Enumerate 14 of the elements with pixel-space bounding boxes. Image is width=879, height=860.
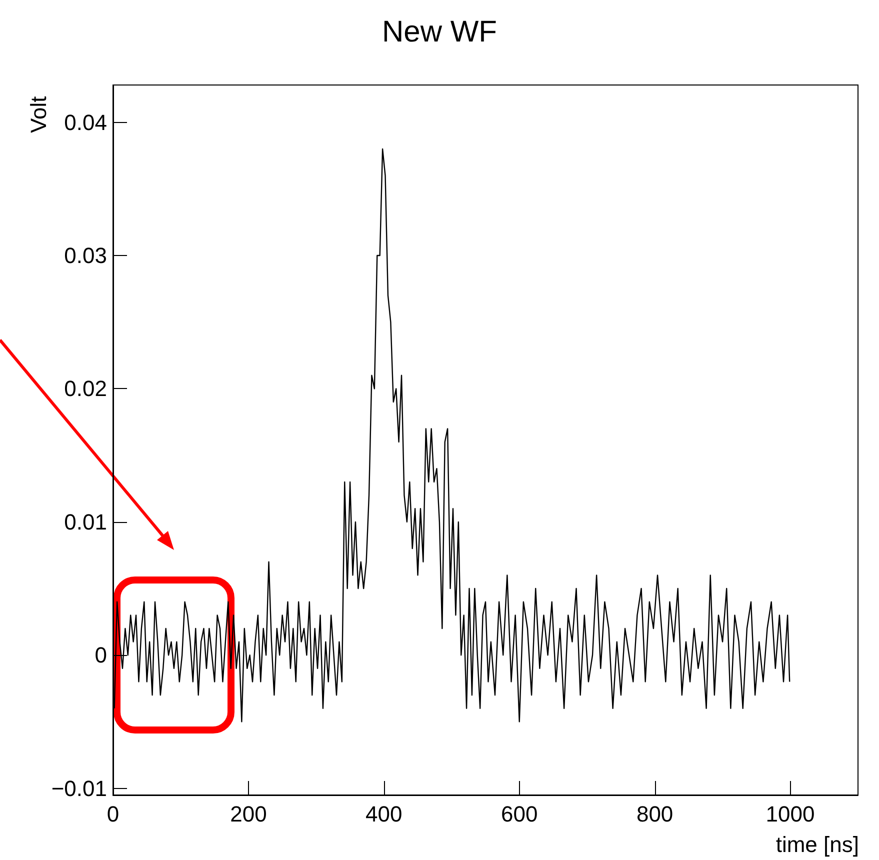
x-tick-label: 800	[636, 802, 674, 826]
chart-title: New WF	[382, 16, 497, 48]
y-tick-label: 0.01	[64, 509, 107, 534]
y-tick-label: 0.03	[64, 243, 107, 268]
y-tick-label: −0.01	[51, 776, 107, 801]
x-axis-title: time [ns]	[776, 832, 859, 858]
y-tick-label: 0.02	[64, 376, 107, 402]
y-tick-label: 0	[94, 642, 107, 668]
x-tick-label: 400	[366, 802, 402, 826]
x-tick-label: 200	[230, 802, 267, 826]
y-tick-label: 0.04	[64, 110, 107, 135]
x-tick-label: 600	[501, 802, 538, 826]
x-tick-label: 1000	[766, 802, 815, 826]
y-axis-title: Volt	[26, 96, 52, 133]
